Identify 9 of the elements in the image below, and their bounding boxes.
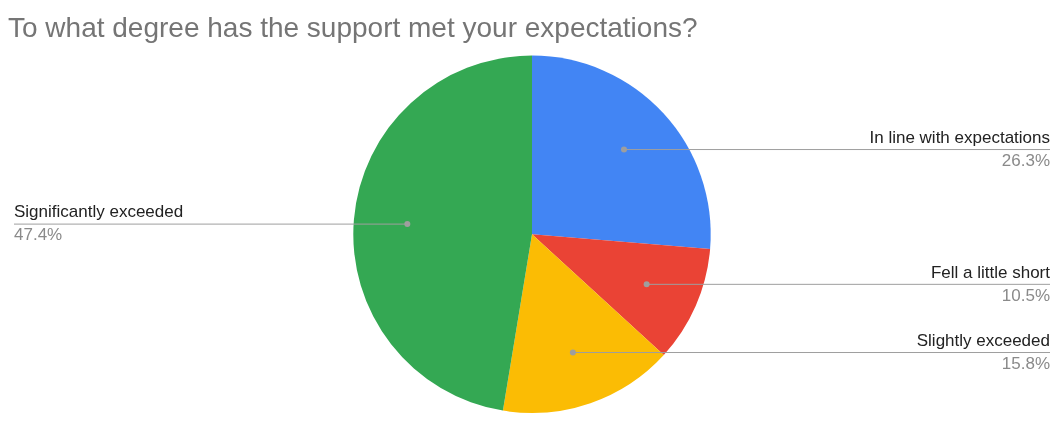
data-label: 10.5% [1001, 285, 1050, 305]
slice-label: Significantly exceeded [14, 202, 184, 222]
slice-label: Slightly exceeded [916, 330, 1050, 350]
data-label: 15.8% [1001, 353, 1050, 373]
chart-title: To what degree has the support met your expectations? [8, 11, 698, 43]
data-label: 26.3% [1001, 150, 1050, 170]
slice-label: In line with expectations [869, 127, 1050, 147]
data-label: 47.4% [14, 225, 63, 245]
slice-label: Fell a little short [930, 262, 1051, 282]
